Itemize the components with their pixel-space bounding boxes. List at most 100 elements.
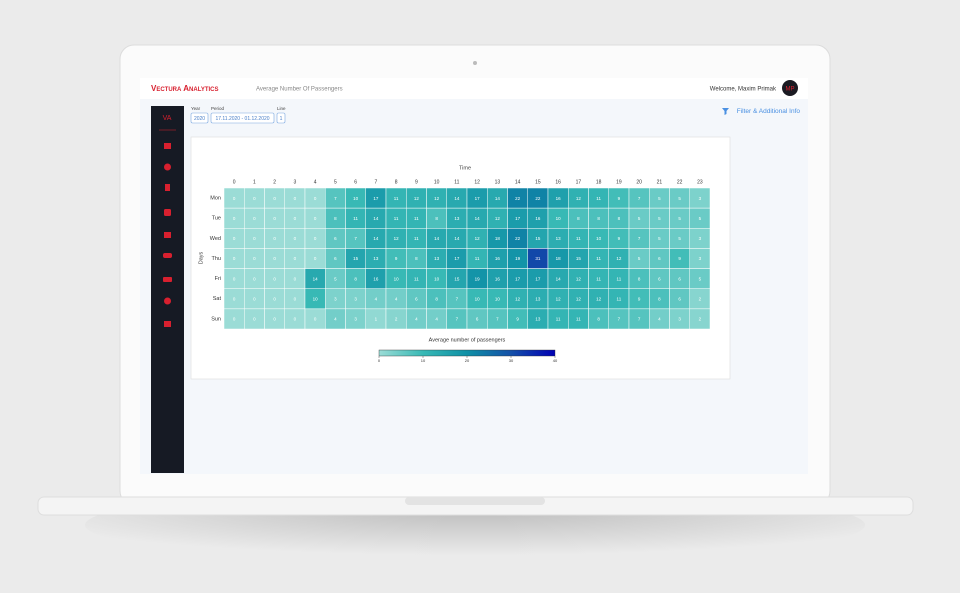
cell-label: 17 (515, 276, 521, 281)
cell-label: 10 (353, 196, 359, 201)
cell-label: 0 (294, 296, 297, 301)
colorbar-tick-label: 20 (465, 358, 470, 363)
x-tick-label: 22 (677, 179, 683, 185)
filter-box[interactable] (210, 112, 275, 124)
cell-label: 12 (616, 256, 622, 261)
cell-label: 5 (678, 216, 681, 221)
camera (473, 61, 477, 65)
colorbar-title: Average number of passengers (429, 337, 506, 343)
icon-home[interactable] (164, 143, 171, 149)
x-tick-label: 16 (555, 179, 561, 185)
cell-label: 22 (515, 196, 521, 201)
x-tick-label: 4 (314, 179, 317, 185)
page-title: Average Number Of Passengers (256, 87, 343, 93)
x-tick-label: 23 (697, 179, 703, 185)
y-tick-label: Fri (215, 276, 221, 282)
cell-label: 0 (233, 236, 236, 241)
cell-label: 22 (515, 236, 521, 241)
cell-label: 17 (535, 276, 541, 281)
cell-label: 3 (334, 296, 337, 301)
icon-card[interactable] (163, 277, 172, 282)
cell-label: 11 (617, 276, 622, 281)
cell-label: 0 (233, 276, 236, 281)
x-tick-label: 3 (293, 179, 296, 185)
cell-label: 17 (475, 196, 481, 201)
icon-bus[interactable] (164, 209, 171, 216)
cell-label: 11 (596, 196, 601, 201)
cell-label: 7 (618, 317, 621, 322)
cell-label: 14 (556, 276, 562, 281)
cell-label: 5 (334, 276, 337, 281)
filter-value[interactable]: 17.11.2020 - 01.12.2020 (215, 116, 269, 122)
x-tick-label: 0 (233, 179, 236, 185)
cell-label: 13 (535, 317, 541, 322)
y-tick-label: Sat (213, 296, 222, 302)
cell-label: 13 (535, 296, 541, 301)
avatar-text[interactable]: MP (786, 87, 795, 93)
cell-label: 12 (576, 296, 582, 301)
icon-bars[interactable] (164, 321, 171, 327)
filter-value[interactable]: 2020 (194, 116, 205, 122)
cell-label: 9 (618, 196, 621, 201)
cell-label: 17 (515, 216, 521, 221)
cell-label: 0 (233, 196, 236, 201)
cell-label: 12 (414, 196, 420, 201)
cell-label: 19 (515, 256, 521, 261)
cell-label: 0 (314, 216, 317, 221)
cell-label: 11 (475, 256, 480, 261)
cell-label: 14 (454, 236, 460, 241)
x-tick-label: 9 (415, 179, 418, 185)
y-tick-label: Sun (211, 316, 221, 322)
filter-box[interactable] (190, 112, 209, 124)
sidebar (151, 106, 184, 473)
x-tick-label: 14 (515, 179, 521, 185)
cell-label: 11 (394, 196, 399, 201)
cell-label: 8 (597, 216, 600, 221)
filter-icon[interactable] (722, 108, 729, 115)
cell-label: 0 (253, 276, 256, 281)
cell-label: 11 (414, 276, 419, 281)
cell-label: 8 (618, 216, 621, 221)
cell-label: 5 (678, 236, 681, 241)
colorbar-tick-label: 0 (378, 358, 381, 363)
icon-route[interactable] (164, 163, 171, 171)
x-tick-label: 10 (434, 179, 440, 185)
cell-label: 7 (354, 236, 357, 241)
filter-link[interactable]: Filter & Additional Info (737, 108, 801, 115)
icon-users[interactable] (163, 253, 172, 258)
header (140, 78, 808, 99)
cell-label: 9 (618, 236, 621, 241)
cell-label: 10 (434, 276, 440, 281)
cell-label: 14 (373, 236, 379, 241)
x-tick-label: 2 (273, 179, 276, 185)
filter-value[interactable]: 1 (280, 116, 283, 122)
cell-label: 5 (678, 196, 681, 201)
cell-label: 4 (375, 296, 378, 301)
cell-label: 0 (233, 317, 236, 322)
cell-label: 13 (454, 216, 460, 221)
cell-label: 8 (435, 216, 438, 221)
cell-label: 16 (535, 216, 541, 221)
cell-label: 16 (495, 276, 501, 281)
filter-box[interactable] (276, 112, 286, 124)
cell-label: 0 (233, 296, 236, 301)
cell-label: 6 (415, 296, 418, 301)
cell-label: 0 (314, 236, 317, 241)
cell-label: 12 (576, 196, 582, 201)
avatar[interactable] (782, 80, 798, 96)
icon-pie[interactable] (164, 297, 171, 305)
cell-label: 0 (314, 317, 317, 322)
cell-label: 8 (435, 296, 438, 301)
icon-time[interactable] (165, 184, 170, 191)
cell-label: 4 (435, 317, 438, 322)
cell-label: 11 (394, 216, 399, 221)
cell-label: 0 (253, 236, 256, 241)
y-tick-label: Wed (210, 236, 221, 242)
colorbar-tick-label: 40 (553, 358, 558, 363)
cell-label: 14 (475, 216, 481, 221)
icon-list[interactable] (164, 232, 171, 238)
x-tick-label: 1 (253, 179, 256, 185)
heatmap-cell (689, 308, 711, 330)
y-axis-title: Days (198, 251, 204, 264)
sidebar-logo[interactable]: VA (163, 115, 172, 122)
